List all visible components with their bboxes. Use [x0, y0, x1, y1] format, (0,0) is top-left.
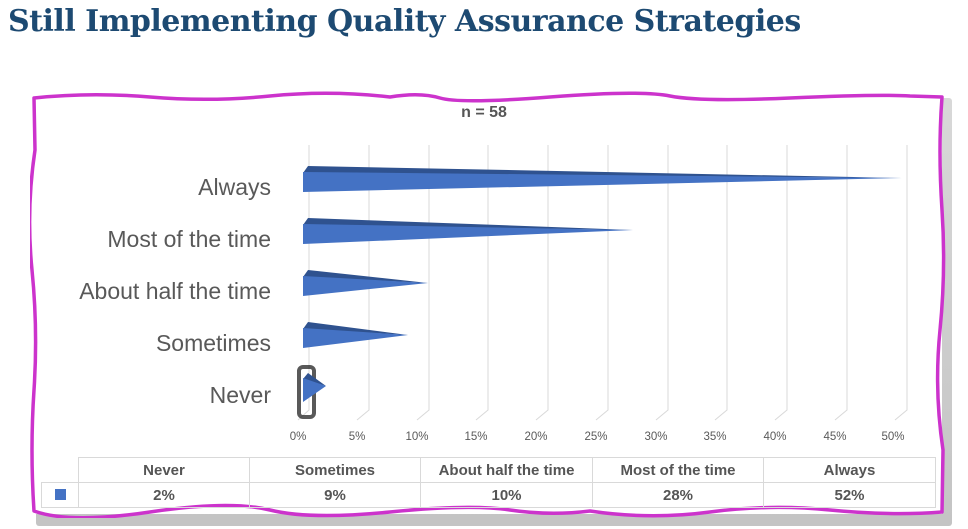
x-tick: 20% — [524, 431, 548, 443]
category-label-always: Always — [198, 174, 271, 200]
table-header-most: Most of the time — [592, 457, 764, 483]
x-tick: 5% — [348, 431, 366, 443]
legend-key — [41, 482, 79, 508]
x-tick: 10% — [405, 431, 429, 443]
category-label-sometimes: Sometimes — [155, 330, 271, 356]
data-table: Never Sometimes About half the time Most… — [41, 457, 936, 508]
x-tick: 45% — [823, 431, 847, 443]
series-key-icon — [54, 488, 66, 500]
bar-about-half-the-time — [303, 270, 428, 296]
bar-most-of-the-time — [303, 218, 633, 244]
x-tick: 50% — [881, 431, 905, 443]
bar-always — [303, 166, 902, 192]
x-tick: 30% — [644, 431, 668, 443]
bar-never — [297, 365, 326, 419]
bar-sometimes — [303, 322, 408, 348]
table-header-always: Always — [763, 457, 936, 483]
table-header-sometimes: Sometimes — [249, 457, 421, 483]
data-table-value-row: 2% 9% 10% 28% 52% — [41, 482, 936, 508]
table-value-about-half: 10% — [420, 482, 593, 508]
data-table-header-row: Never Sometimes About half the time Most… — [41, 457, 936, 483]
x-tick: 0% — [289, 431, 307, 443]
table-value-sometimes: 9% — [249, 482, 421, 508]
table-value-always: 52% — [763, 482, 936, 508]
chart-subtitle: n = 58 — [461, 104, 507, 121]
data-table-corner — [41, 457, 79, 483]
page-title: Still Implementing Quality Assurance Str… — [8, 4, 801, 39]
category-label-most-of-the-time: Most of the time — [107, 226, 271, 252]
x-tick: 35% — [703, 431, 727, 443]
x-tick: 40% — [763, 431, 787, 443]
x-tick: 25% — [584, 431, 608, 443]
table-header-about-half: About half the time — [420, 457, 593, 483]
table-header-never: Never — [78, 457, 250, 483]
category-label-about-half-the-time: About half the time — [79, 278, 271, 304]
table-value-most: 28% — [592, 482, 764, 508]
table-value-never: 2% — [78, 482, 250, 508]
category-label-never: Never — [209, 382, 271, 408]
x-tick: 15% — [464, 431, 488, 443]
